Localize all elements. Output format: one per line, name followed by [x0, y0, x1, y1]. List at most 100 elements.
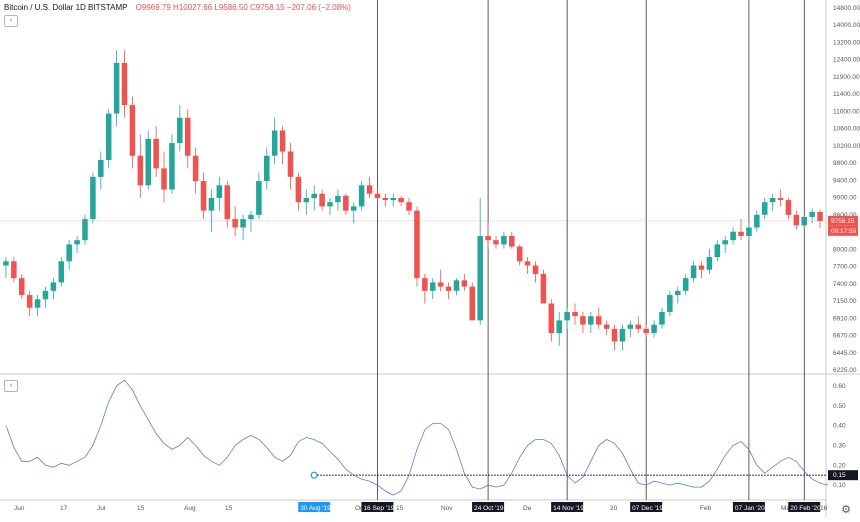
price-tick-label: 7400.00 [833, 281, 857, 288]
candle-body [177, 117, 183, 144]
candle-body [785, 200, 792, 215]
indicator-tick-label: 0.10 [833, 482, 846, 489]
candle-body [319, 193, 325, 207]
price-tick-label: 10200.00 [833, 143, 860, 150]
candle-body [548, 303, 555, 334]
price-tick-label: 6910.00 [833, 315, 857, 322]
candle-body [619, 328, 626, 342]
highlight-date-box [298, 502, 331, 512]
candle-body [90, 176, 96, 220]
candle-body [406, 202, 412, 211]
indicator-tick-label: 0.40 [833, 423, 846, 430]
candle-body [335, 195, 341, 203]
marker-date-label: 24 Oct '19 [474, 505, 504, 512]
candle-body [382, 197, 389, 201]
last-price-label: 9758.15 [831, 218, 855, 225]
candle-body [588, 316, 594, 325]
chevron-left-icon[interactable]: ‹ [4, 15, 18, 27]
candle-body [350, 206, 357, 211]
chevron-left-icon[interactable]: ‹ [4, 380, 18, 392]
candle-body [429, 282, 436, 291]
candle-body [809, 211, 815, 217]
marker-date-box [361, 502, 394, 512]
candle-body [343, 195, 349, 211]
price-tick-label: 11400.00 [833, 91, 860, 98]
candle-body [358, 185, 365, 207]
candle-body [240, 219, 246, 228]
candle-body [366, 185, 373, 194]
countdown-label: 09:17:59 [831, 228, 857, 235]
time-tick-label: 20 [610, 505, 618, 512]
time-tick-label: 16 [820, 505, 828, 512]
candle-body [113, 62, 120, 114]
indicator-tick-label: 0.20 [833, 462, 846, 469]
candle-body [58, 261, 65, 283]
candle-body [161, 168, 167, 190]
candle-body [769, 197, 776, 203]
candle-body [50, 282, 57, 291]
candle-body [453, 280, 460, 291]
price-tick-label: 14000.00 [833, 22, 860, 29]
candle-body [82, 219, 88, 241]
marker-date-label: 20 Feb '20 [790, 505, 821, 512]
candle-body [603, 324, 610, 329]
candle-body [327, 202, 333, 207]
candle-body [105, 113, 112, 160]
time-tick-label: 15 [396, 505, 404, 512]
candle-body [477, 235, 483, 321]
candle-body [698, 265, 705, 270]
candle-body [801, 216, 808, 226]
price-tick-label: 6225.00 [833, 367, 857, 374]
candle-body [706, 257, 713, 270]
candle-body [248, 214, 254, 220]
candle-body [595, 316, 602, 325]
candle-body [34, 299, 41, 308]
price-tick-label: 13200.00 [833, 39, 860, 46]
candle-body [295, 176, 302, 203]
candle-body [390, 197, 397, 201]
time-tick-label: 15 [225, 505, 233, 512]
time-tick-label: Mar [781, 505, 793, 512]
candle-body [279, 130, 286, 152]
candle-body [516, 246, 523, 262]
marker-date-box [551, 502, 584, 512]
candle-body [145, 138, 151, 186]
candle-body [271, 130, 278, 156]
candle-body [422, 278, 428, 291]
candle-body [501, 235, 507, 245]
highlight-date-label: 30 Aug '19 [300, 505, 331, 512]
candle-body [374, 193, 381, 198]
gear-icon[interactable]: ⚙ [841, 504, 851, 516]
candle-body [659, 311, 665, 325]
indicator-tick-label: 0.50 [833, 403, 846, 410]
time-tick-label: Nov [441, 505, 453, 512]
indicator-tick-label: 0.30 [833, 442, 846, 449]
ohlc-readout: O9969.79 H10027.66 L9586.50 C9758.15 −20… [135, 3, 351, 12]
marker-date-label: 07 Jan '20 [735, 505, 765, 512]
candle-body [493, 240, 499, 245]
chart-header: Bitcoin / U.S. Dollar 1D BITSTAMP O9969.… [4, 3, 355, 12]
indicator-tick-label: 0.60 [833, 383, 846, 390]
time-tick-label: Jun [14, 505, 25, 512]
candle-body [98, 159, 104, 177]
price-tick-label: 12400.00 [833, 57, 860, 64]
time-tick-label: 15 [137, 505, 145, 512]
candle-body [129, 105, 136, 156]
time-tick-label: Jul [97, 505, 106, 512]
level-anchor-handle[interactable] [310, 471, 318, 479]
candle-body [26, 295, 33, 308]
candle-body [572, 311, 578, 317]
price-tick-label: 14800.00 [833, 5, 860, 12]
candle-body [3, 261, 9, 266]
candle-body [793, 214, 800, 226]
price-tick-label: 9000.00 [833, 195, 857, 202]
candle-body [216, 185, 223, 198]
candle-body [690, 265, 697, 279]
candle-body [524, 261, 531, 266]
candle-body [256, 181, 262, 215]
marker-date-box [630, 502, 663, 512]
indicator-line [5, 379, 829, 496]
candle-body [224, 185, 231, 220]
